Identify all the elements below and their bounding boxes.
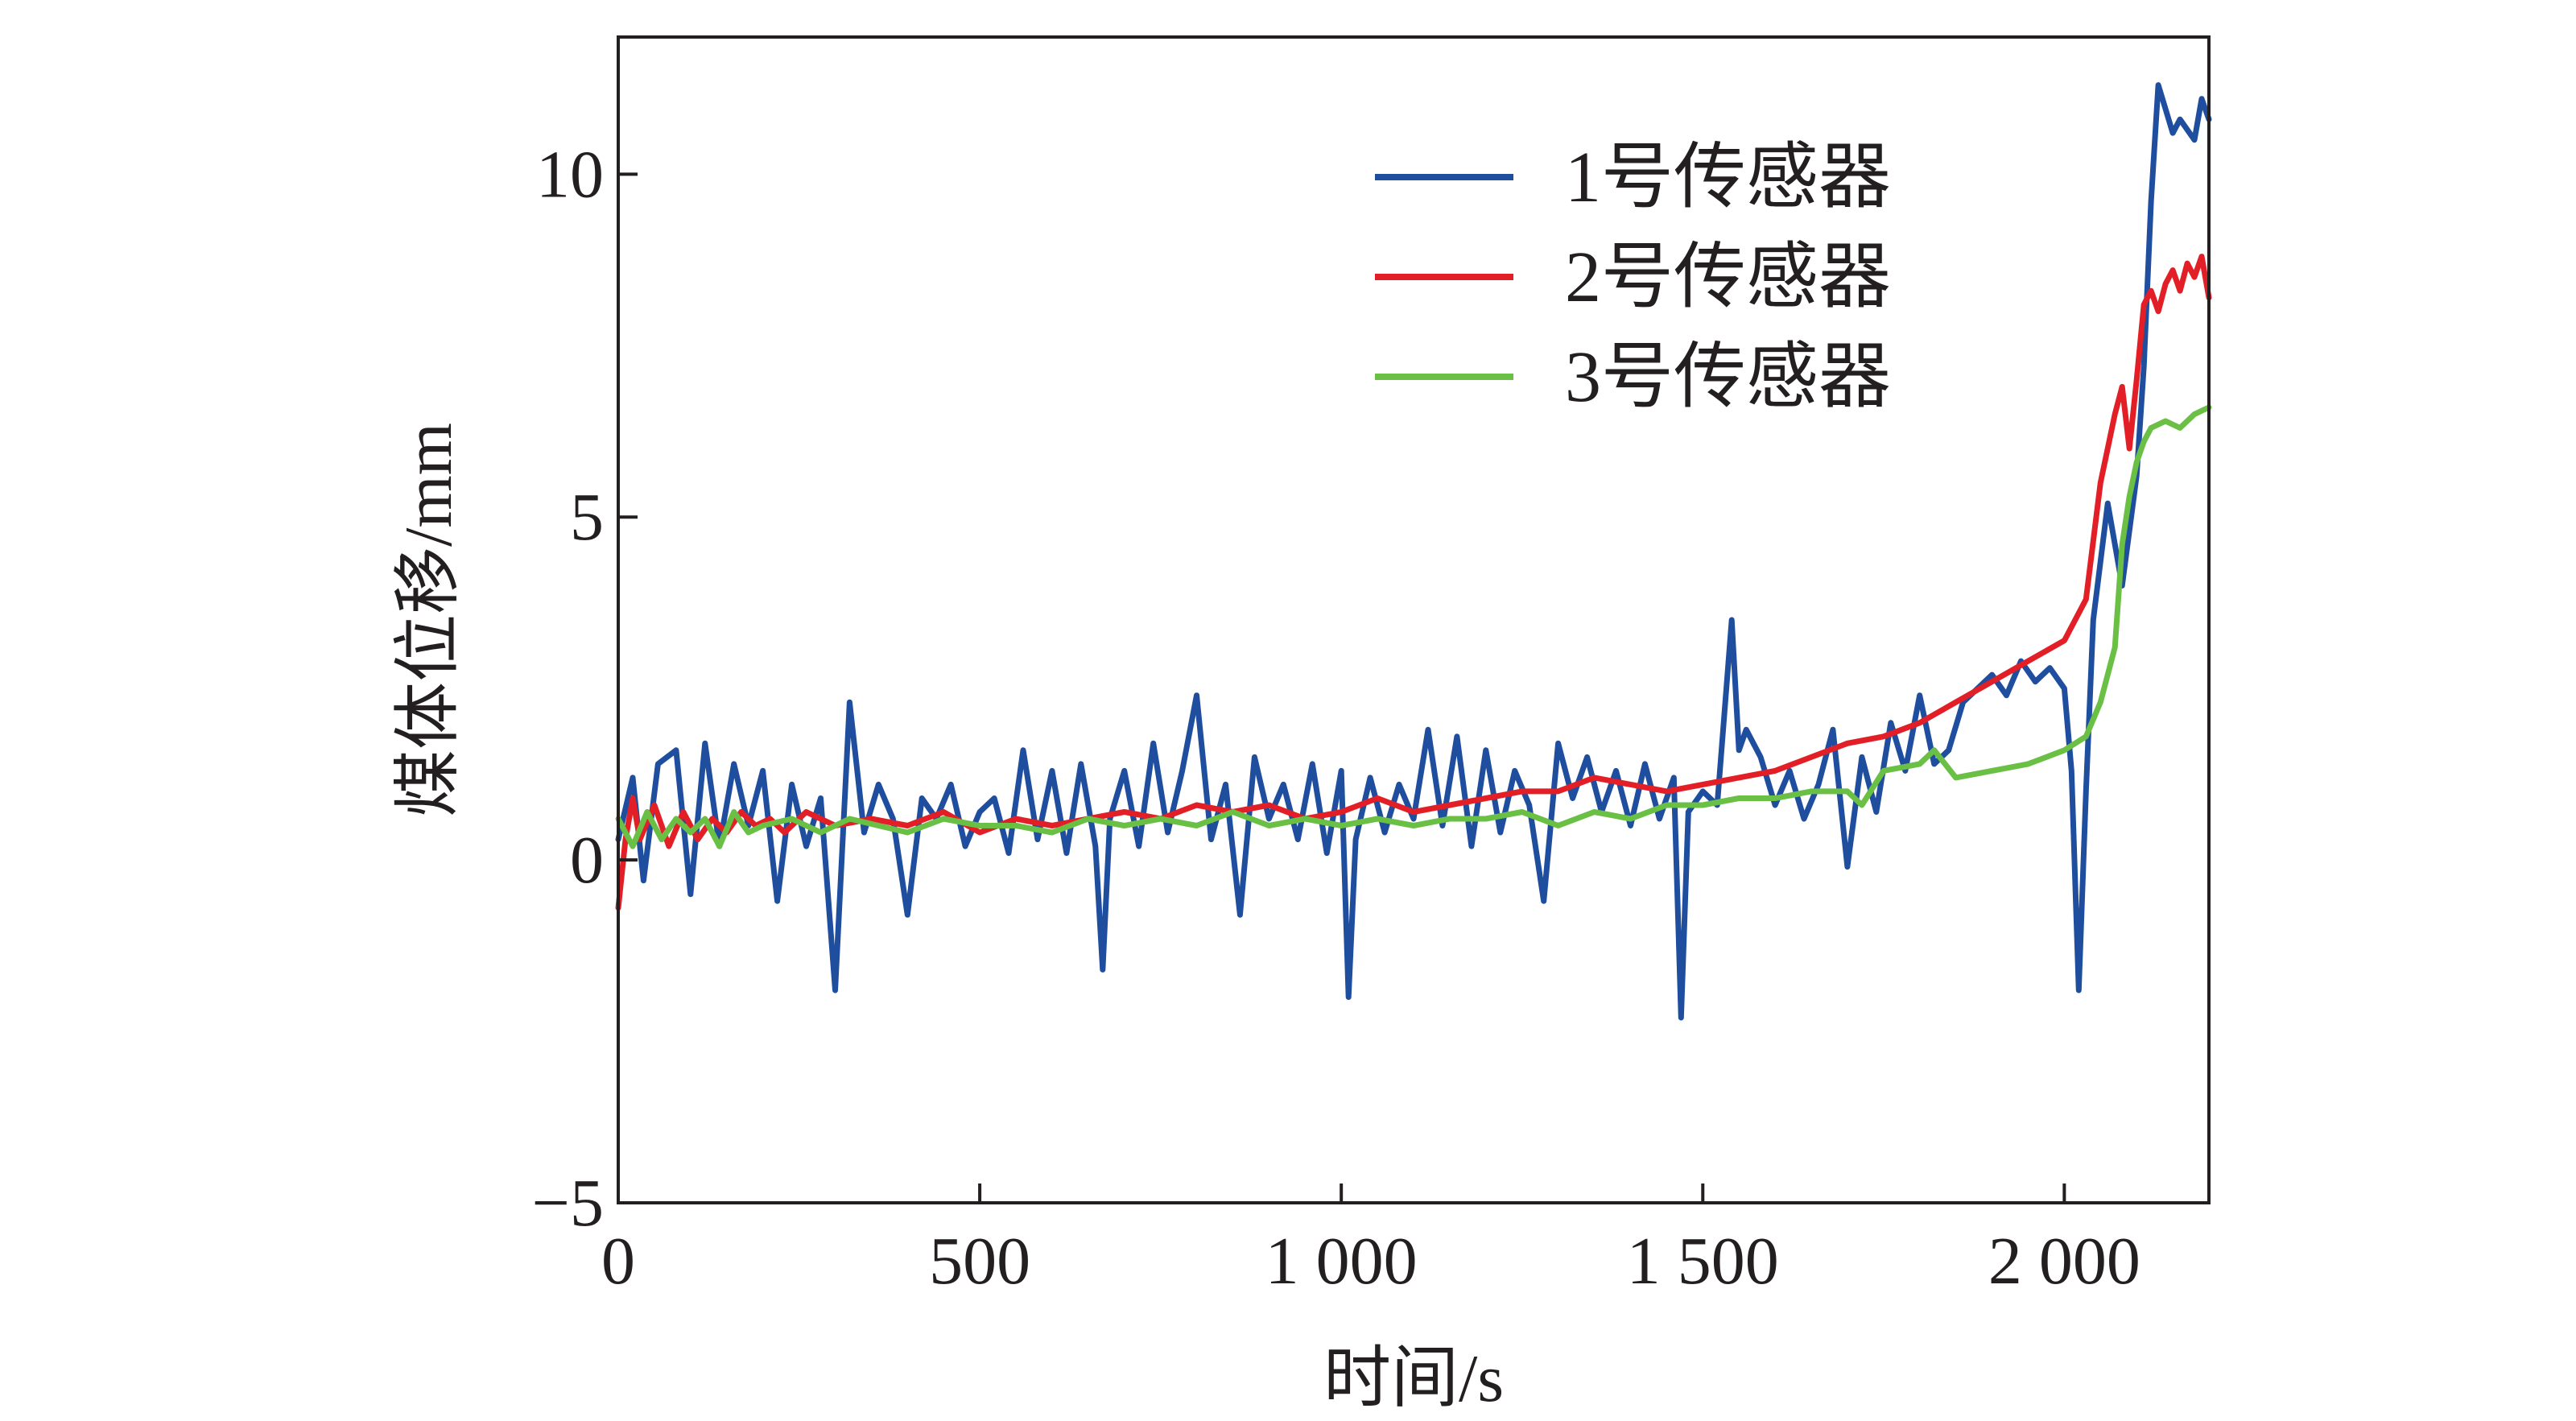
legend-label-2: 2号传感器 xyxy=(1565,238,1891,317)
series-layer xyxy=(615,82,2212,1021)
x-tick-label: 1 500 xyxy=(1627,1224,1779,1299)
plot-frame xyxy=(617,35,2211,1204)
y-tick-label: 5 xyxy=(570,480,604,555)
x-tick-label: 2 000 xyxy=(1988,1224,2140,1299)
series-line-1 xyxy=(615,82,2212,1021)
x-tick-label: 0 xyxy=(601,1224,635,1299)
x-axis-ticks: 0 500 1 000 1 500 2 000 xyxy=(601,1183,2140,1299)
x-tick-label: 500 xyxy=(929,1224,1030,1299)
legend-label-3: 3号传感器 xyxy=(1565,337,1891,417)
y-axis-label: 煤体位移/mm xyxy=(391,423,466,817)
series-line-2 xyxy=(615,254,2212,911)
y-tick-label: 10 xyxy=(536,137,604,212)
series-line-3 xyxy=(615,404,2212,849)
x-axis-label: 时间/s xyxy=(1323,1341,1504,1416)
legend-label-1: 1号传感器 xyxy=(1565,138,1891,217)
x-tick-label: 1 000 xyxy=(1265,1224,1418,1299)
y-tick-label: −5 xyxy=(532,1166,604,1241)
y-tick-label: 0 xyxy=(570,823,604,898)
y-axis-ticks: −5 0 5 10 xyxy=(532,137,638,1241)
legend: 1号传感器 2号传感器 3号传感器 xyxy=(1375,138,1891,417)
